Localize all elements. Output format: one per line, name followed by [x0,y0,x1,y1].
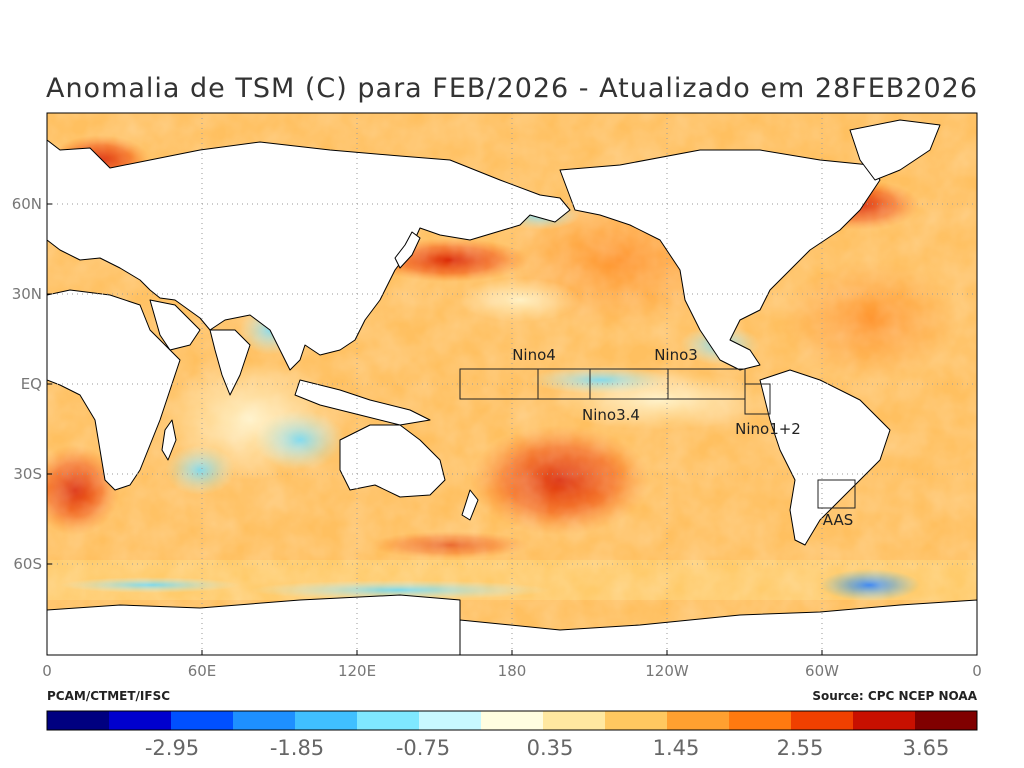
colorbar-tick-label: 0.35 [527,736,574,760]
lat-label: 60N [12,195,42,213]
figure-title: Anomalia de TSM (C) para FEB/2026 - Atua… [46,73,978,104]
colorbar-swatch [791,711,854,730]
colorbar-swatch [419,711,482,730]
colorbar-tick-labels: -2.95 -1.85 -0.75 0.35 1.45 2.55 3.65 [145,736,950,760]
colorbar-swatch [729,711,792,730]
lon-label: 0 [42,662,52,680]
colorbar-tick-label: -2.95 [145,736,199,760]
nino34-label: Nino3.4 [582,406,640,424]
colorbar-tick-label: 1.45 [653,736,700,760]
japan [394,231,421,269]
colorbar-swatch [853,711,916,730]
credit-left: PCAM/CTMET/IFSC [47,689,170,703]
lon-label: 120E [338,662,376,680]
colorbar-swatch [605,711,668,730]
africa [47,289,181,491]
nino3-label: Nino3 [654,346,698,364]
lon-label: 120W [645,662,689,680]
colorbar-swatch [233,711,296,730]
lon-label: 60W [805,662,839,680]
antarctica [47,594,461,655]
colorbar-swatch [667,711,730,730]
lon-label: 180 [498,662,527,680]
eurasia [47,139,571,371]
colorbar-swatch [47,711,110,730]
lon-label: 0 [972,662,982,680]
colorbar-swatch [357,711,420,730]
colorbar-swatch [171,711,234,730]
aas-box [817,479,856,509]
colorbar-tick-label: -0.75 [396,736,450,760]
india [209,329,251,396]
longitude-labels: 0 60E 120E 180 120W 60W 0 [42,662,982,680]
antarctica-west [459,599,977,655]
aas-label: AAS [823,511,853,529]
australia [339,424,446,498]
graticule [47,113,977,655]
south-america [759,369,891,546]
lat-label: 30N [12,285,42,303]
colorbar [47,711,978,730]
nino12-label: Nino1+2 [735,420,801,438]
greenland [849,119,941,181]
colorbar-swatch [481,711,544,730]
latitude-labels: 60N 30N EQ 30S 60S [12,195,42,573]
colorbar-swatch [109,711,172,730]
colorbar-frame [46,710,978,731]
credit-right: Source: CPC NCEP NOAA [812,689,977,703]
madagascar [161,419,177,461]
lat-label: EQ [21,375,42,393]
lat-label: 60S [13,555,42,573]
nino-region-boxes [459,368,856,509]
colorbar-tick-label: 3.65 [903,736,950,760]
colorbar-swatch [295,711,358,730]
colorbar-tick-label: 2.55 [777,736,824,760]
indonesia [294,379,431,426]
colorbar-tick-label: -1.85 [270,736,324,760]
nino4-label: Nino4 [512,346,556,364]
nino12-box [744,383,771,415]
colorbar-swatch [543,711,606,730]
new-zealand [461,489,479,521]
lat-label: 30S [13,465,42,483]
north-america [559,149,881,371]
colorbar-swatch [915,711,978,730]
land-masses [47,119,977,655]
lon-label: 60E [188,662,217,680]
arabia [149,299,201,351]
